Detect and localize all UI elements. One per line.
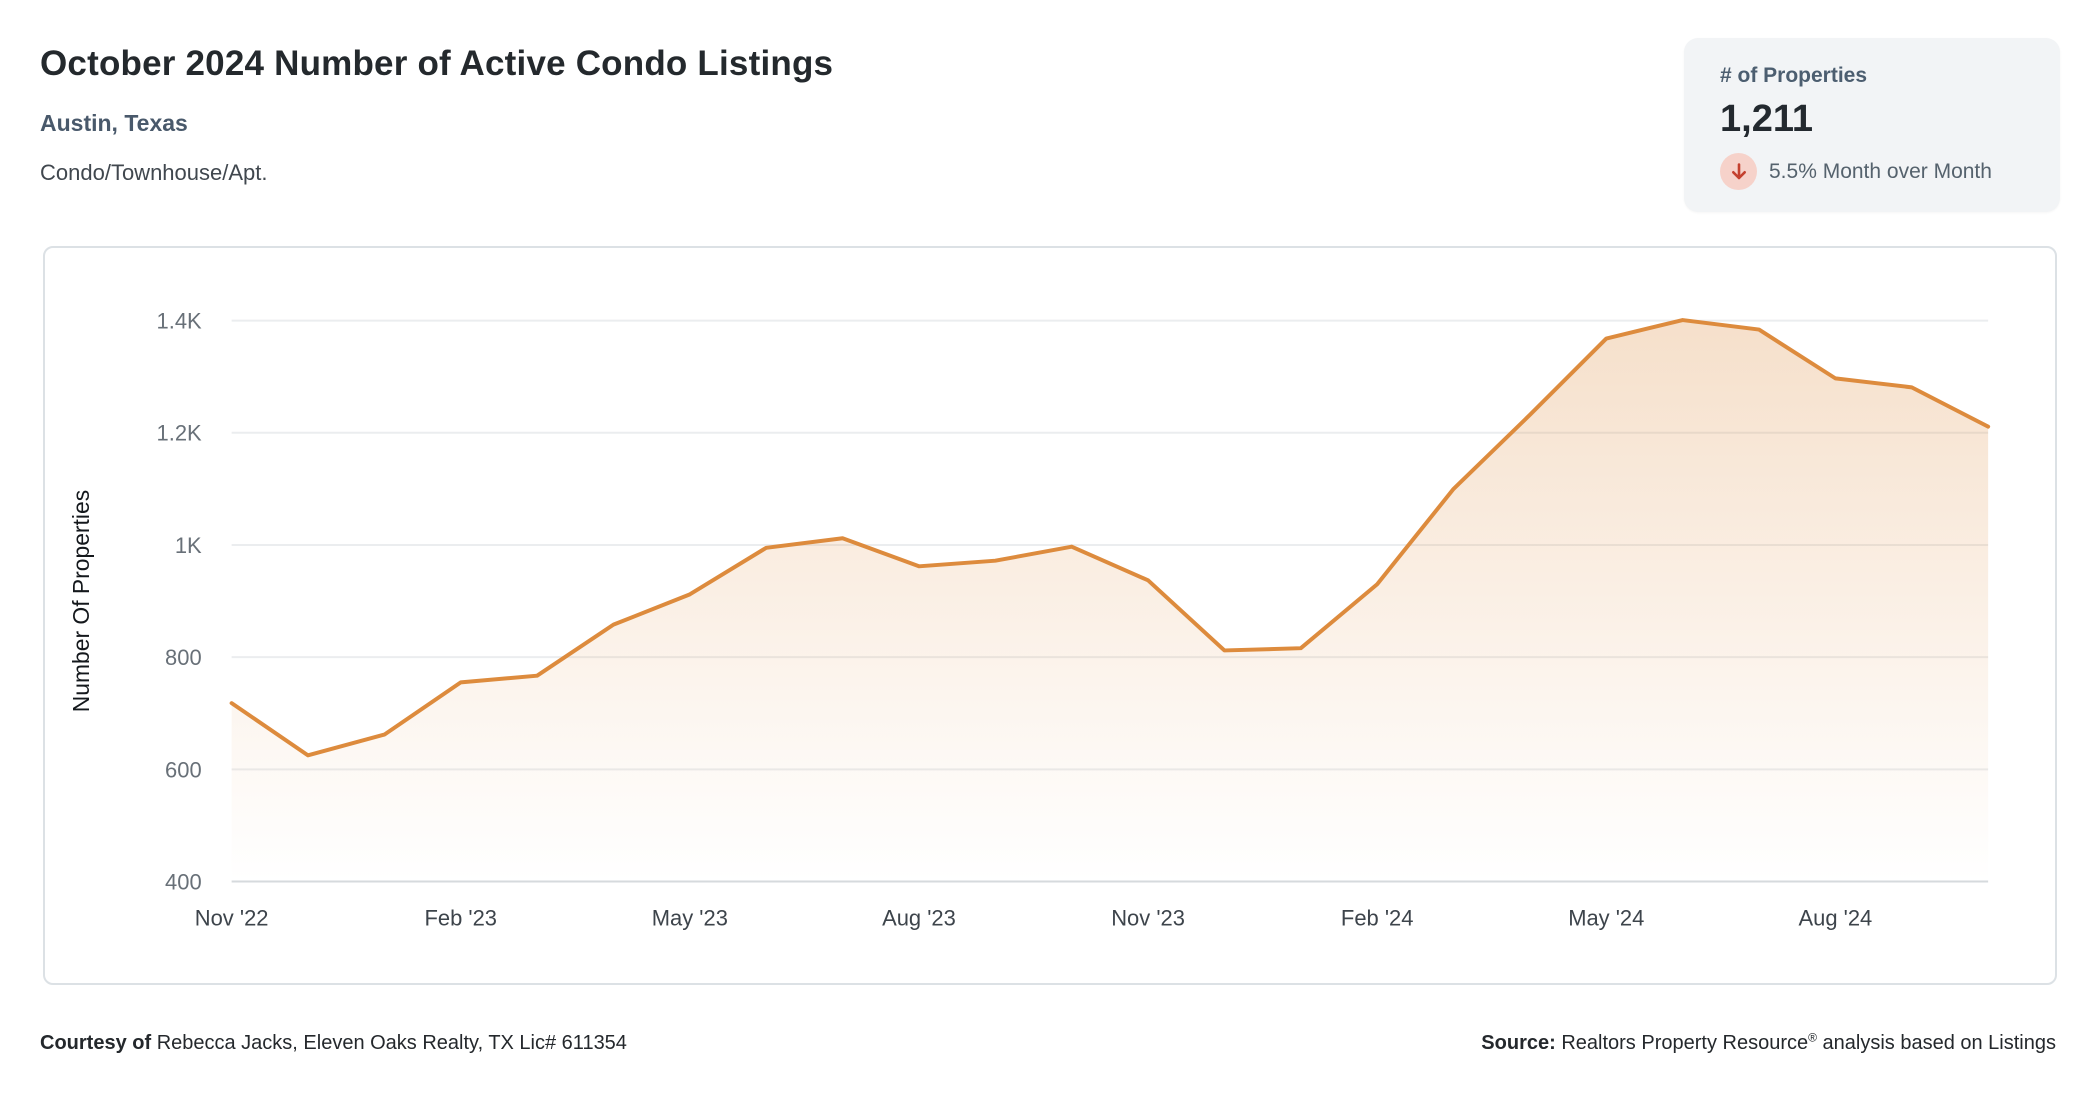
svg-text:600: 600 — [165, 757, 202, 782]
courtesy-label: Courtesy of — [40, 1032, 152, 1054]
source-text: Realtors Property Resource® analysis bas… — [1561, 1030, 2056, 1054]
registered-mark: ® — [1808, 1030, 1817, 1045]
stat-change-row: 5.5% Month over Month — [1720, 153, 2060, 190]
chart-plot: 400 600 800 1K 1.2K 1.4K Nov '22 Feb '23 May '23… — [68, 309, 1991, 930]
source-label: Source: — [1481, 1032, 1556, 1054]
svg-text:Nov '23: Nov '23 — [1111, 905, 1185, 930]
stat-label: # of Properties — [1720, 64, 1868, 87]
svg-text:800: 800 — [165, 645, 202, 670]
svg-text:May '23: May '23 — [652, 905, 728, 930]
svg-text:1.4K: 1.4K — [157, 309, 203, 334]
svg-text:Nov '22: Nov '22 — [195, 905, 269, 930]
arrow-down-icon — [1720, 153, 1757, 190]
svg-text:1K: 1K — [175, 533, 202, 558]
property-type-label: Condo/Townhouse/Apt. — [40, 160, 268, 185]
page-title: October 2024 Number of Active Condo List… — [40, 44, 834, 83]
svg-text:1.2K: 1.2K — [157, 421, 203, 446]
svg-text:400: 400 — [165, 870, 202, 895]
svg-text:Aug '23: Aug '23 — [882, 905, 956, 930]
source-note: Source: Realtors Property Resource® anal… — [1481, 1030, 2056, 1055]
svg-text:Feb '23: Feb '23 — [424, 905, 497, 930]
courtesy-note: Courtesy of Rebecca Jacks, Eleven Oaks R… — [40, 1032, 627, 1055]
stat-change-text: 5.5% Month over Month — [1769, 159, 1992, 183]
stat-value: 1,211 — [1720, 98, 1813, 140]
location-subtitle: Austin, Texas — [40, 110, 188, 136]
svg-text:May '24: May '24 — [1568, 905, 1644, 930]
svg-text:Feb '24: Feb '24 — [1341, 905, 1414, 930]
stat-card: # of Properties 1,211 5.5% Month over Mo… — [1684, 38, 2060, 212]
courtesy-text: Rebecca Jacks, Eleven Oaks Realty, TX Li… — [156, 1032, 627, 1054]
svg-text:Number Of Properties: Number Of Properties — [68, 490, 94, 712]
svg-text:Aug '24: Aug '24 — [1799, 905, 1873, 930]
chart-card: 400 600 800 1K 1.2K 1.4K Nov '22 Feb '23 May '23… — [43, 246, 2057, 985]
